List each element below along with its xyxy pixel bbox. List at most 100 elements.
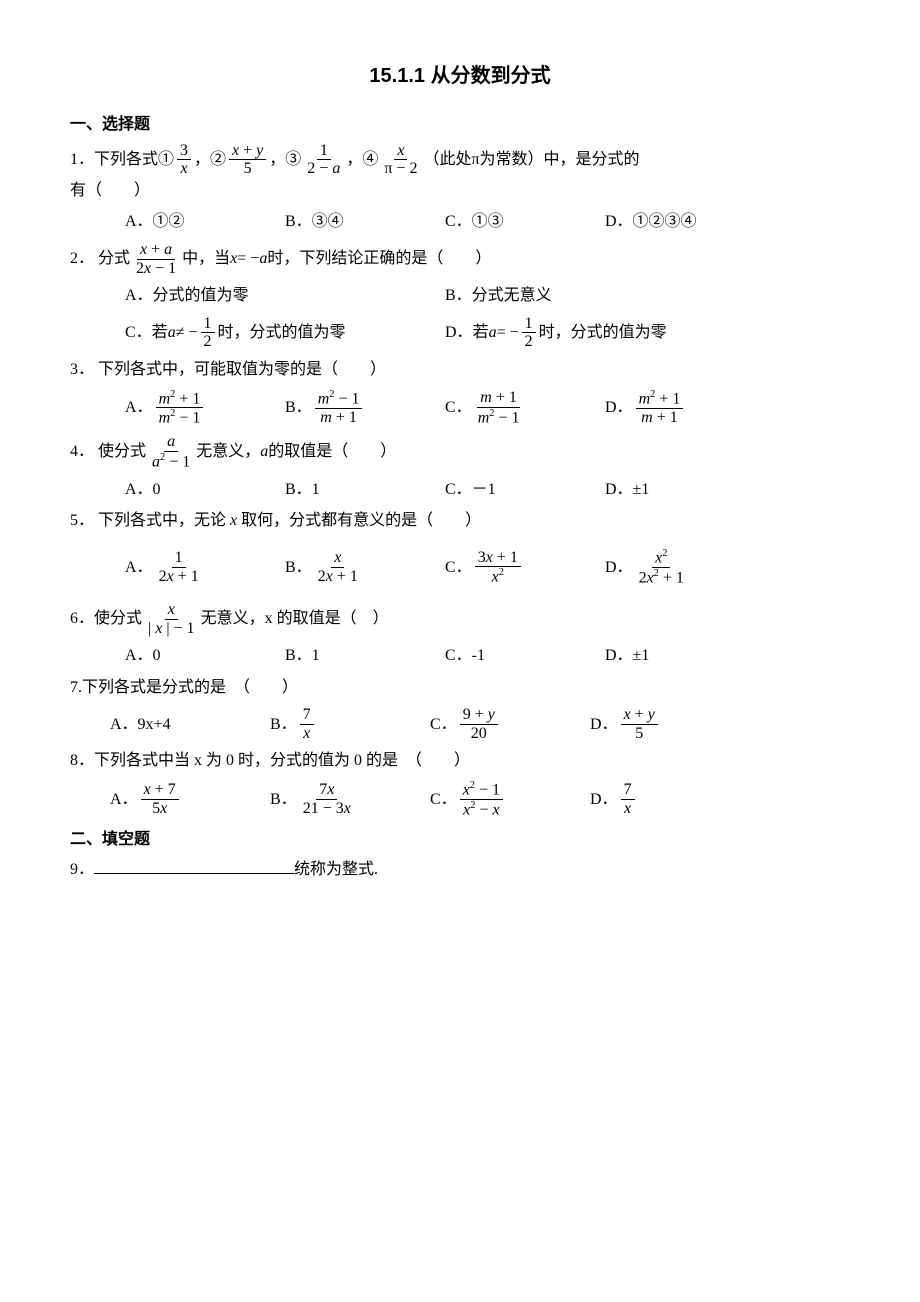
q9-suffix: 统称为整式.: [294, 861, 378, 878]
label: A．: [110, 787, 138, 813]
q8c-frac: x2 − 1 x2 − x: [460, 780, 503, 819]
q3-options: A． m2 + 1 m2 − 1 B． m2 − 1 m + 1 C． m + …: [125, 389, 850, 428]
question-8: 8．下列各式中当 x 为 0 时，分式的值为 0 的是 （ ） A． x + 7…: [70, 748, 850, 818]
q5-opt-d: D． x2 2x2 + 1: [605, 548, 765, 587]
frac-num: 1: [317, 142, 331, 161]
q7c-frac: 9 + y 20: [460, 706, 498, 742]
x: x: [492, 801, 499, 818]
question-3: 3． 下列各式中，可能取值为零的是（ ） A． m2 + 1 m2 − 1 B．…: [70, 357, 850, 427]
q2d-eq: = −: [497, 320, 519, 346]
q2d-frac: 12: [522, 315, 536, 351]
minus1: − 1: [165, 453, 190, 470]
q4-frac: a a2 − 1: [149, 433, 193, 471]
q2-opt-b: B．分式无意义: [445, 283, 765, 309]
frac-num: 7x: [316, 781, 337, 800]
question-1: 1．下列各式① 3 x ，② x + y 5 ，③ 1 2 − a ，④ x π…: [70, 142, 850, 235]
q1-frac-2: x + y 5: [229, 142, 266, 178]
q8-opt-c: C． x2 − 1 x2 − x: [430, 780, 590, 819]
label: C．: [445, 555, 472, 581]
q3-stem: 3． 下列各式中，可能取值为零的是（ ）: [70, 357, 850, 383]
q3-opt-b: B． m2 − 1 m + 1: [285, 389, 445, 428]
q2c-ne: ≠ −: [176, 320, 198, 346]
frac-num: x: [331, 549, 344, 568]
var-a: a: [164, 241, 172, 258]
five: 5: [152, 800, 160, 817]
plus1: + 1: [659, 569, 684, 586]
q8-options: A． x + 7 5x B． 7x 21 − 3x C． x2 − 1 x2 −…: [110, 780, 850, 819]
two: 2: [639, 569, 647, 586]
frac-den: 5x: [149, 800, 170, 818]
label: A．: [125, 395, 153, 421]
frac-num: 1: [201, 315, 215, 334]
label: D．: [605, 555, 633, 581]
question-2: 2． 分式 x + a 2x − 1 中，当 x = −a 时，下列结论正确的是…: [70, 241, 850, 351]
label: C．: [430, 787, 457, 813]
frac-den: 5: [632, 725, 646, 743]
plus1: + 1: [332, 409, 357, 426]
frac-den: a2 − 1: [149, 452, 193, 471]
m: m: [159, 410, 171, 427]
m: m: [320, 409, 332, 426]
x: x: [647, 569, 654, 586]
frac-num: x: [165, 601, 178, 620]
frac-den: 2x + 1: [315, 568, 361, 586]
frac-den: 2: [522, 333, 536, 351]
frac-num: 1: [172, 549, 186, 568]
question-4: 4． 使分式 a a2 − 1 无意义，a的取值是（ ） A．0 B．1 C．－…: [70, 433, 850, 502]
frac-den: x2: [489, 567, 507, 586]
plus7: + 7: [151, 781, 176, 798]
m: m: [318, 391, 330, 408]
label: D．: [605, 395, 633, 421]
question-6: 6．使分式 x | x | − 1 无意义，x 的取值是（ ） A．0 B．1 …: [70, 601, 850, 669]
frac-den: 5: [241, 160, 255, 178]
plus1: + 1: [653, 409, 678, 426]
plus: +: [239, 142, 256, 159]
q2-prefix: 2． 分式: [70, 246, 130, 272]
q2-suffix: 时，下列结论正确的是（ ）: [267, 246, 491, 272]
frac-num: x + y: [229, 142, 266, 161]
q2-eq: = −: [237, 246, 259, 272]
q2-opt-d: D．若a = − 12 时，分式的值为零: [445, 315, 765, 351]
y: y: [648, 706, 655, 723]
frac-num: x + 7: [141, 781, 179, 800]
frac-num: x: [394, 142, 407, 161]
q1-options: A．①② B．③④ C．①③ D．①②③④: [125, 209, 850, 235]
q3-opt-a: A． m2 + 1 m2 − 1: [125, 389, 285, 428]
q8-opt-a: A． x + 7 5x: [110, 780, 270, 819]
q1-opt-a: A．①②: [125, 209, 285, 235]
frac-num: x + a: [137, 241, 175, 260]
q3d-frac: m2 + 1 m + 1: [636, 389, 684, 427]
plus: +: [147, 241, 164, 258]
plus1: + 1: [493, 549, 518, 566]
q4-opt-a: A．0: [125, 477, 285, 503]
q5-options: A． 1 2x + 1 B． x 2x + 1 C． 3x + 1 x2 D． …: [125, 548, 850, 587]
m: m: [159, 390, 171, 407]
q2d-pre: D．若: [445, 320, 489, 346]
q4-suffix: 的取值是（ ）: [268, 439, 396, 465]
frac-den: x: [300, 725, 313, 743]
frac-num: 7: [300, 706, 314, 725]
x: x: [160, 800, 167, 817]
q6-opt-a: A．0: [125, 643, 285, 669]
q1-mid1: ，②: [194, 147, 226, 173]
den-2: 2: [136, 260, 144, 277]
label: B．: [270, 712, 297, 738]
q2-a: a: [259, 246, 267, 272]
q3b-frac: m2 − 1 m + 1: [315, 389, 363, 427]
q4-opt-d: D．±1: [605, 477, 765, 503]
frac-den: m + 1: [317, 409, 360, 427]
q6-opt-d: D．±1: [605, 643, 765, 669]
q2c-var: a: [168, 320, 176, 346]
q8d-frac: 7 x: [621, 781, 635, 817]
minus1: − 1: [494, 409, 519, 426]
x: x: [327, 781, 334, 798]
m: m: [480, 389, 492, 406]
a: a: [152, 453, 160, 470]
twentyone: 21 − 3: [303, 800, 344, 817]
x: x: [492, 569, 499, 586]
var-y: y: [256, 142, 263, 159]
q5-text-b: 取何，分式都有意义的是（ ）: [237, 512, 481, 529]
frac-num: 3: [177, 142, 191, 161]
q2-options-row1: A．分式的值为零 B．分式无意义: [125, 283, 850, 309]
q8b-frac: 7x 21 − 3 x: [300, 781, 354, 817]
